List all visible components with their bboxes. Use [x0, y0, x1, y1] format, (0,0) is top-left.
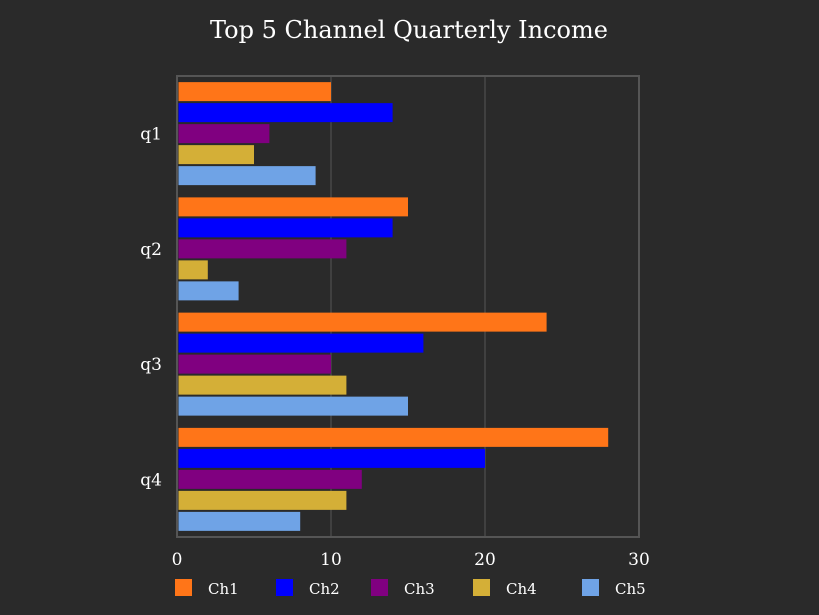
bar-ch4-q1: [178, 145, 254, 165]
legend: Ch1 Ch2 Ch3 Ch4 Ch5: [175, 579, 646, 598]
bar-ch2-q2: [178, 218, 393, 238]
legend-swatch-ch1: [175, 579, 192, 596]
legend-swatch-ch5: [582, 579, 599, 596]
bar-ch5-q2: [178, 281, 239, 301]
x-tick-label: 20: [474, 550, 496, 570]
x-axis-ticks: 0 10 20 30: [172, 550, 650, 570]
bar-ch5-q1: [178, 166, 316, 186]
bar-ch2-q4: [178, 448, 485, 468]
bar-ch3-q2: [178, 239, 347, 259]
legend-swatch-ch2: [276, 579, 293, 596]
bar-ch3-q3: [178, 354, 331, 374]
bar-ch1-q3: [178, 312, 547, 332]
bar-ch4-q2: [178, 260, 208, 280]
legend-label-ch1: Ch1: [208, 580, 239, 598]
bar-ch3-q1: [178, 124, 270, 144]
bar-ch3-q4: [178, 469, 362, 489]
x-tick-label: 30: [628, 550, 650, 570]
plot-frame: [176, 75, 640, 538]
bar-ch4-q3: [178, 375, 347, 395]
bar-ch5-q4: [178, 511, 301, 531]
bars: [178, 82, 609, 531]
bar-ch1-q2: [178, 197, 408, 217]
legend-label-ch3: Ch3: [404, 580, 435, 598]
y-tick-label: q1: [140, 125, 162, 145]
bar-ch2-q1: [178, 103, 393, 123]
y-tick-label: q4: [140, 470, 162, 490]
legend-swatch-ch3: [371, 579, 388, 596]
legend-label-ch2: Ch2: [309, 580, 340, 598]
legend-swatch-ch4: [473, 579, 490, 596]
bar-ch1-q1: [178, 82, 331, 102]
y-tick-label: q3: [140, 355, 162, 375]
legend-label-ch4: Ch4: [506, 580, 537, 598]
bar-ch1-q4: [178, 427, 609, 447]
bar-ch2-q3: [178, 333, 424, 353]
legend-label-ch5: Ch5: [615, 580, 646, 598]
x-tick-label: 0: [172, 550, 183, 570]
bar-ch5-q3: [178, 396, 408, 416]
y-tick-label: q2: [140, 240, 162, 260]
bar-ch4-q4: [178, 490, 347, 510]
x-tick-label: 10: [320, 550, 342, 570]
y-axis-ticks: q1 q2 q3 q4: [140, 125, 162, 491]
chart-title: Top 5 Channel Quarterly Income: [210, 16, 608, 44]
